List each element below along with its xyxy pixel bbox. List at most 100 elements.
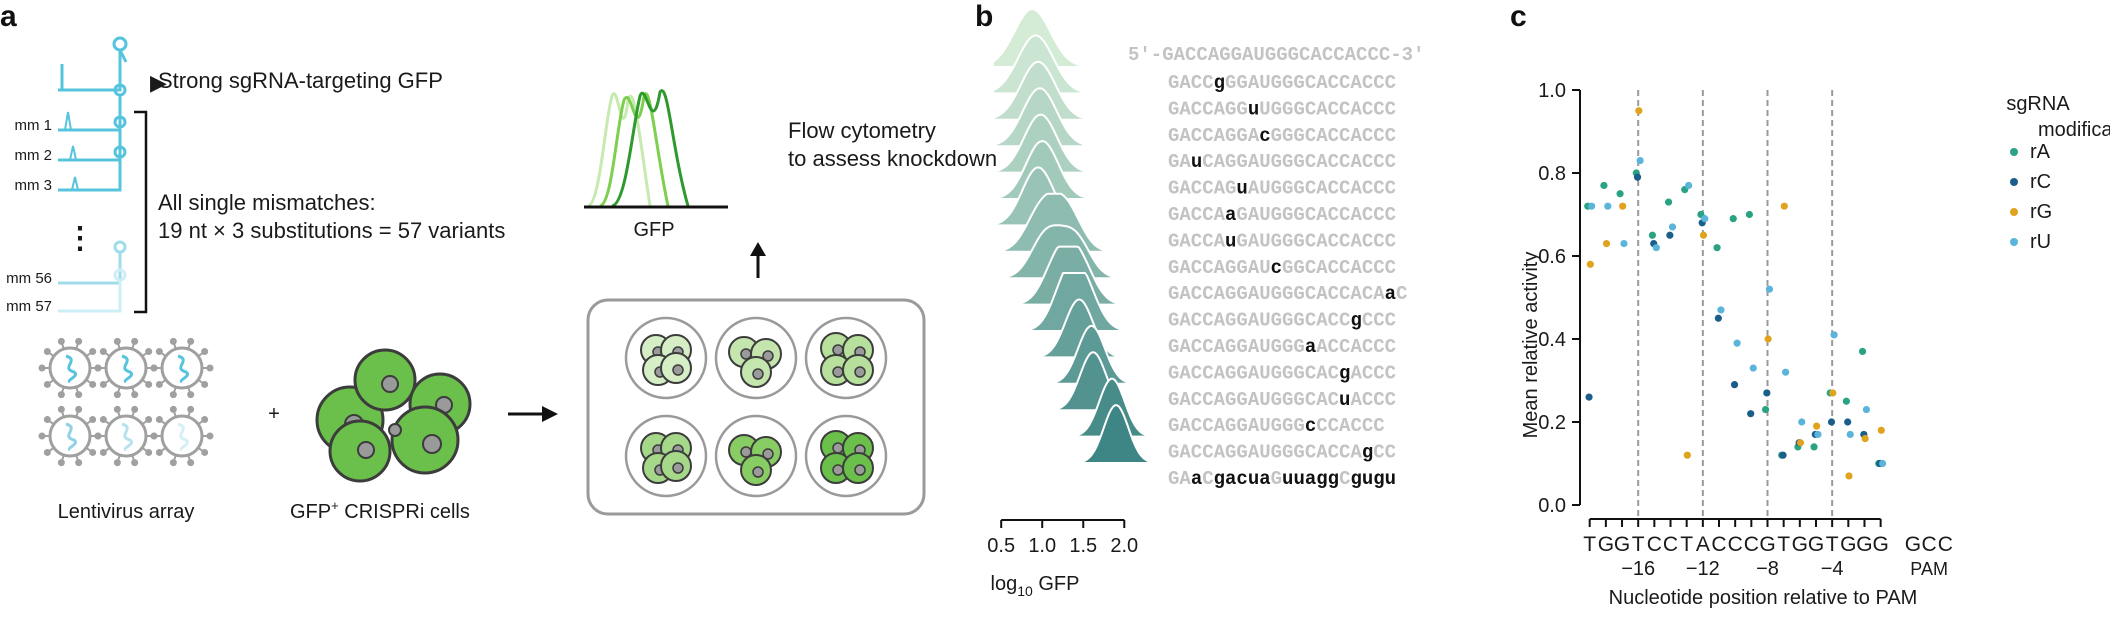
ridge-density: [993, 272, 1153, 332]
data-point-rC: [1827, 418, 1836, 426]
legend: rA rC rG rU: [2010, 141, 2052, 253]
nucleotide-label: G: [1905, 533, 1921, 556]
mismatch-sequence: GACCAGGAUGGGCACCACAaC: [1168, 283, 1407, 305]
data-point-rG: [1619, 202, 1627, 210]
data-point-rG: [1813, 422, 1821, 430]
mismatch-row-57: [58, 268, 127, 313]
mismatch-sequence: GACCAGuAUGGGCACCACCC: [1168, 178, 1396, 200]
mismatch-sequence: GACCAGGAUGGGCACCAgCC: [1168, 442, 1396, 464]
ridge-x-tick-label: 1.0: [1028, 535, 1056, 557]
ridge-density: [992, 192, 1153, 253]
strong-sgrna-diagram: [58, 36, 128, 92]
nucleotide-label: T: [1632, 533, 1645, 556]
mismatch-sequence: GACCAGGuUGGGCACCACCC: [1168, 98, 1396, 120]
data-point-rG: [1877, 426, 1885, 434]
nucleotide-label: C: [1663, 533, 1678, 556]
data-point-rA: [1713, 244, 1721, 252]
legend-entry: rU: [2030, 231, 2051, 253]
arrow-marker-icon: ▶: [150, 70, 167, 95]
nucleotide-label: G: [1808, 533, 1824, 556]
mismatch-label: mm 56: [6, 270, 52, 287]
position-tick-label: −4: [1821, 558, 1844, 580]
virus-icon: [150, 337, 214, 399]
data-point-rA: [1842, 397, 1850, 405]
data-point-rA: [1761, 405, 1770, 414]
nucleotide-label: T: [1680, 533, 1693, 556]
well: [804, 316, 888, 400]
data-point-rG: [1845, 472, 1853, 480]
lentivirus-array: [38, 337, 214, 467]
nucleotide-label: C: [1728, 533, 1743, 556]
data-point-rC: [1633, 173, 1642, 181]
data-point-rU: [1862, 405, 1871, 414]
mismatch-label: mm 57: [6, 298, 52, 315]
mismatch-sequence: GACCAGGAUGGGCACuACCC: [1168, 389, 1396, 411]
data-point-rG: [1683, 451, 1691, 459]
pam-label: PAM: [1910, 559, 1948, 579]
data-point-rU: [1604, 202, 1612, 210]
panel-c-letter: c: [1510, 0, 1527, 33]
nucleotide-label: C: [1938, 533, 1953, 556]
ridge-density: [993, 324, 1153, 385]
well: [624, 316, 708, 400]
data-point-rG: [1602, 239, 1611, 248]
data-point-rU: [1878, 459, 1887, 468]
cell-cluster: [315, 348, 472, 483]
scrambled-sequence: GAaCgacuaGuuaggCgugu: [1168, 468, 1396, 490]
plus-sign: +: [268, 403, 280, 425]
data-point-rG: [1796, 439, 1805, 447]
virus-icon: [94, 337, 158, 399]
virus-icon: [38, 405, 102, 467]
data-point-rA: [1664, 198, 1673, 206]
nucleotide-label: C: [1922, 533, 1937, 556]
data-point-rU: [1701, 215, 1709, 223]
legend-marker: [2010, 178, 2018, 186]
ridge-density: [993, 404, 1154, 464]
variants-line-1: All single mismatches:: [158, 190, 376, 215]
legend-entry: rA: [2030, 141, 2051, 163]
y-tick-label: 1.0: [1538, 80, 1566, 102]
data-point-rU: [1588, 202, 1596, 210]
data-point-rU: [1685, 181, 1693, 190]
mismatch-sequence: GACCAuGAUGGGCACCACCC: [1168, 230, 1396, 252]
data-point-rC: [1779, 451, 1787, 459]
nucleotide-label: C: [1647, 533, 1662, 556]
data-point-rU: [1733, 339, 1741, 347]
data-point-rG: [1829, 389, 1837, 397]
mismatch-sequence: GACCgGGAUGGGCACCACCC: [1168, 72, 1396, 94]
ridge-density: [993, 298, 1153, 359]
data-point-rU: [1782, 368, 1790, 376]
flow-line-2: to assess knockdown: [788, 146, 997, 171]
y-tick-label: 0.4: [1538, 329, 1566, 351]
flow-histogram-icon: [584, 89, 728, 209]
nucleotide-label: C: [1711, 533, 1726, 556]
data-point-rG: [1780, 202, 1788, 210]
panel-b: b 0.5 1.0 1.5 2.0 log10 GFP 5′-GACCAGGAUGGG…: [975, 0, 1424, 599]
data-point-rG: [1861, 435, 1869, 443]
mismatch-label: mm 3: [15, 177, 53, 194]
nucleotide-label: T: [1583, 533, 1596, 556]
data-point-rU: [1717, 306, 1725, 314]
ridge-x-tick-label: 0.5: [987, 535, 1015, 557]
mismatch-sequence: GACCAGGAUGGGcCCACCC: [1168, 415, 1385, 437]
x-axis-label: Nucleotide position relative to PAM: [1609, 587, 1918, 609]
data-point-rU: [1846, 430, 1854, 439]
nucleotide-label: C: [1744, 533, 1759, 556]
y-axis-label: Mean relative activity: [1520, 252, 1542, 439]
legend-entry: rC: [2030, 171, 2051, 193]
cells-label: GFP+ CRISPRi cells: [290, 498, 470, 523]
well: [714, 316, 798, 400]
mismatch-sequence: GACCAGGAcGGGCACCACCC: [1168, 125, 1396, 147]
nucleotide-label: T: [1826, 533, 1839, 556]
nucleotide-label: A: [1696, 533, 1710, 556]
y-tick-label: 0.8: [1538, 163, 1566, 185]
data-point-rA: [1729, 215, 1737, 223]
legend-marker: [2010, 238, 2018, 246]
virus-icon: [94, 405, 158, 467]
y-tick-label: 0.2: [1538, 412, 1566, 434]
mismatch-sequence: GACCAGGAUcGGCACCACCC: [1168, 257, 1396, 279]
right-arrow-icon: [508, 406, 558, 422]
mismatch-sequence: GACCAaGAUGGGCACCACCC: [1168, 204, 1396, 226]
data-point-rC: [1714, 314, 1722, 322]
ellipsis-vertical: ⋮: [65, 222, 95, 255]
